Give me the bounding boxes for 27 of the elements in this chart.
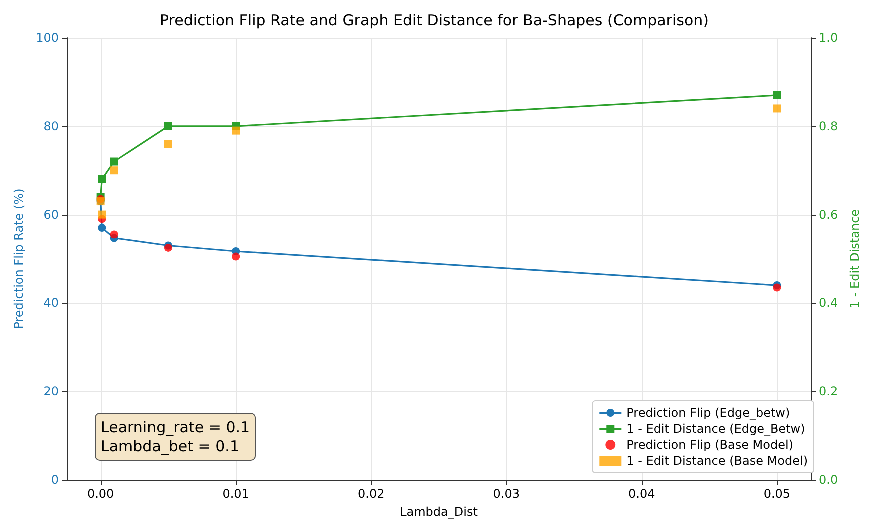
x-tick-label: 0.01 xyxy=(222,487,250,501)
y-tick-label: 40 xyxy=(44,296,59,310)
y2-axis-title: 1 - Edit Distance xyxy=(848,209,862,309)
y-tick-label: 0 xyxy=(51,473,59,487)
y-tick-label: 20 xyxy=(44,384,59,399)
legend-label: 1 - Edit Distance (Base Model) xyxy=(626,454,808,468)
legend-label: Prediction Flip (Base Model) xyxy=(626,438,794,452)
x-tick-label: 0.02 xyxy=(358,487,385,501)
y2-tick-label: 0.4 xyxy=(819,296,838,310)
y2-tick-label: 0.2 xyxy=(819,384,838,399)
legend-label: 1 - Edit Distance (Edge_Betw) xyxy=(626,422,806,436)
chart-title: Prediction Flip Rate and Graph Edit Distance for Ba-Shapes (Comparison) xyxy=(160,12,709,30)
y2-tick-label: 0.0 xyxy=(819,473,838,487)
y-axis-title: Prediction Flip Rate (%) xyxy=(12,188,26,330)
x-axis-title: Lambda_Dist xyxy=(400,505,478,519)
y-tick-label: 60 xyxy=(44,208,59,222)
x-tick-label: 0.04 xyxy=(628,487,656,501)
y-tick-label: 100 xyxy=(36,31,59,45)
x-tick-label: 0.03 xyxy=(493,487,520,501)
x-tick-label: 0.00 xyxy=(87,487,114,501)
annotation: Learning_rate = 0.1 Lambda_bet = 0.1 xyxy=(101,418,250,456)
y2-tick-label: 1.0 xyxy=(819,31,838,45)
y2-tick-label: 0.6 xyxy=(819,208,838,222)
y-tick-label: 80 xyxy=(44,119,59,134)
x-tick-label: 0.05 xyxy=(764,487,791,501)
legend-label: Prediction Flip (Edge_betw) xyxy=(626,406,790,420)
y2-tick-label: 0.8 xyxy=(819,119,838,134)
